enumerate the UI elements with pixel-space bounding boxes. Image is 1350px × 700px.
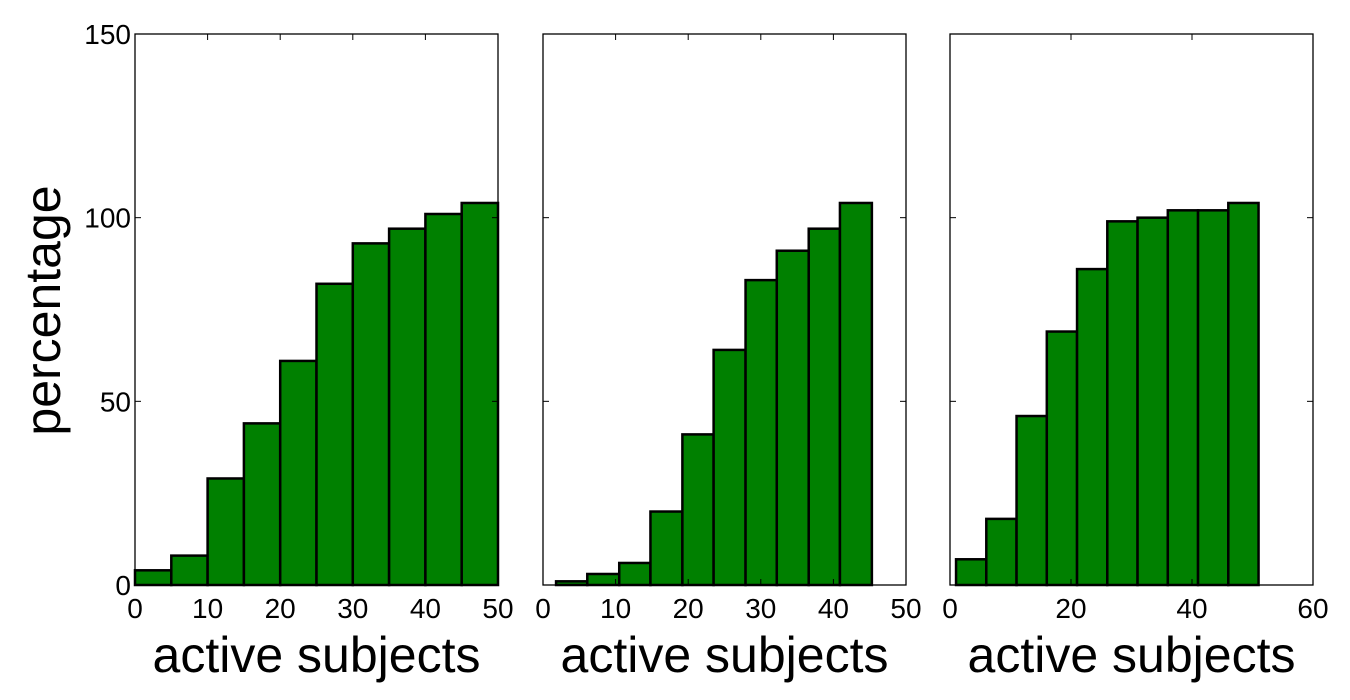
bar-1-4 (242, 422, 282, 587)
bar-3-3 (1015, 414, 1049, 587)
x-tick-label: 10 (192, 593, 223, 624)
bar-3-8 (1166, 209, 1200, 587)
bar-2-2 (586, 572, 621, 587)
x-axis-label: active subjects (153, 627, 481, 683)
bar-2-4 (649, 510, 684, 587)
bar-1-10 (460, 201, 500, 587)
bar-2-3 (617, 561, 652, 587)
x-tick-label: 50 (890, 593, 921, 624)
bar-3-6 (1106, 220, 1139, 587)
bar-3-5 (1075, 267, 1109, 587)
x-tick-label: 20 (1055, 593, 1086, 624)
bar-1-8 (387, 227, 427, 587)
x-axis-label: active subjects (561, 627, 889, 683)
bar-3-4 (1045, 330, 1079, 587)
y-tick-label: 100 (84, 203, 131, 234)
bar-3-1 (954, 558, 988, 587)
x-axis-label: active subjects (968, 627, 1296, 683)
bar-1-6 (315, 282, 355, 587)
y-tick-label: 50 (100, 386, 131, 417)
x-tick-label: 40 (1176, 593, 1207, 624)
bar-2-10 (838, 201, 874, 587)
x-tick-label: 20 (673, 593, 704, 624)
bar-3-7 (1136, 216, 1170, 587)
plot-frame (949, 33, 1314, 586)
bar-3-9 (1196, 209, 1230, 587)
x-tick-label: 50 (482, 593, 513, 624)
x-tick-label: 0 (942, 593, 958, 624)
x-tick-label: 20 (265, 593, 296, 624)
plot-frame (134, 33, 499, 586)
bar-2-9 (807, 227, 842, 587)
x-tick-label: 40 (410, 593, 441, 624)
bar-1-1 (133, 569, 173, 587)
x-tick-label: 60 (1297, 593, 1328, 624)
bar-2-5 (681, 433, 715, 587)
bar-2-8 (775, 249, 810, 587)
y-tick-label: 150 (84, 19, 131, 50)
bar-1-9 (424, 212, 463, 587)
bar-1-3 (206, 477, 246, 587)
bar-1-7 (351, 242, 391, 587)
bar-1-5 (278, 359, 318, 587)
x-tick-label: 30 (745, 593, 776, 624)
y-tick-label: 0 (115, 570, 131, 601)
bar-1-2 (170, 554, 209, 587)
plot-frame (542, 33, 907, 586)
bar-3-10 (1227, 201, 1260, 587)
x-tick-label: 30 (337, 593, 368, 624)
x-tick-label: 40 (818, 593, 849, 624)
x-tick-label: 10 (600, 593, 631, 624)
y-axis-label: percentage (15, 185, 71, 435)
x-tick-label: 0 (127, 593, 143, 624)
bar-3-2 (985, 517, 1018, 587)
bar-2-6 (712, 348, 747, 587)
x-tick-label: 0 (535, 593, 551, 624)
chart-panel-1: 0 10 20 30 40 50 0 50 100 150 active subjects perce… (15, 19, 514, 683)
bar-2-7 (744, 278, 779, 587)
